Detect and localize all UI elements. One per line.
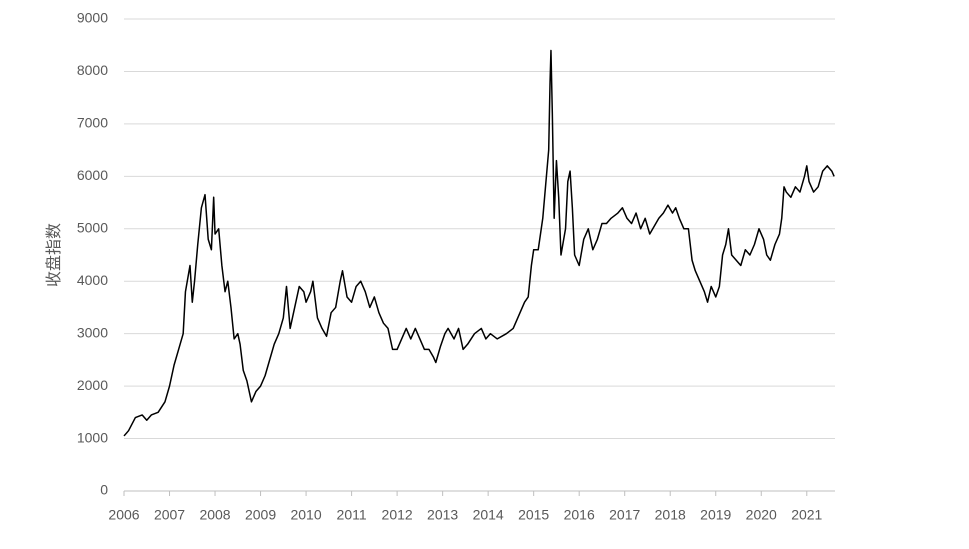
y-tick-label: 8000	[77, 62, 108, 78]
x-tick-label: 2017	[609, 507, 640, 523]
x-tick-label: 2006	[108, 507, 139, 523]
index-line	[123, 49, 835, 437]
x-tick-label: 2009	[245, 507, 276, 523]
x-tick-label: 2018	[655, 507, 686, 523]
y-axis-label: 收盘指数	[44, 223, 63, 287]
y-tick-label: 2000	[77, 377, 108, 393]
x-tick-label: 2021	[791, 507, 822, 523]
x-tick-label: 2019	[700, 507, 731, 523]
x-tick-label: 2011	[337, 507, 367, 523]
x-tick-label: 2020	[746, 507, 777, 523]
y-tick-label: 5000	[77, 219, 108, 235]
x-tick-label: 2016	[564, 507, 595, 523]
y-tick-label: 4000	[77, 272, 108, 288]
x-tick-label: 2007	[154, 507, 185, 523]
x-tick-label: 2015	[518, 507, 549, 523]
x-tick-label: 2014	[473, 507, 504, 523]
x-tick-label: 2010	[290, 507, 321, 523]
x-tick-label: 2012	[382, 507, 413, 523]
y-tick-label: 7000	[77, 115, 108, 131]
x-tick-label: 2013	[427, 507, 458, 523]
y-tick-label: 9000	[77, 10, 108, 26]
x-tick-label: 2008	[199, 507, 230, 523]
y-tick-label: 3000	[77, 324, 108, 340]
y-tick-label: 0	[100, 482, 108, 498]
y-tick-label: 6000	[77, 167, 108, 183]
y-tick-label: 1000	[77, 429, 108, 445]
